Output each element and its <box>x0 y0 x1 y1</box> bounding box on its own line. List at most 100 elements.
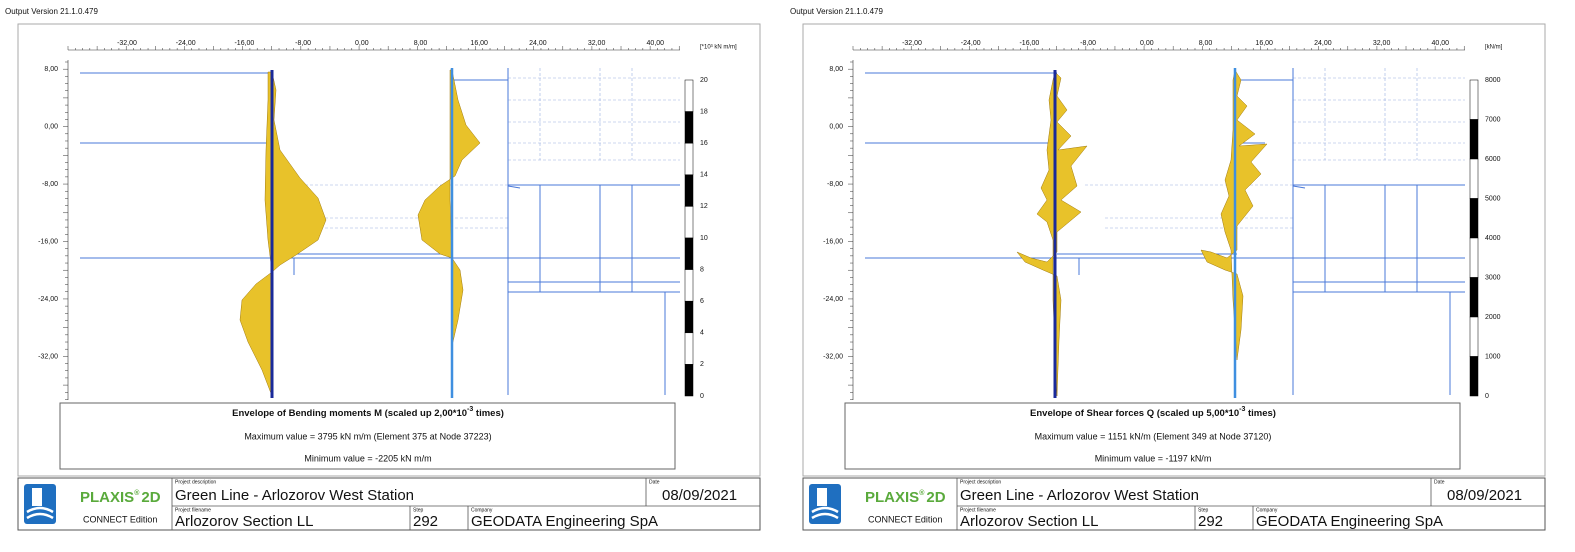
field-label: Project filename <box>960 507 996 513</box>
footer-box <box>802 477 1546 531</box>
legend-tick-label: 6000 <box>1485 156 1501 163</box>
field-value: Green Line - Arlozorov West Station <box>175 487 414 504</box>
field-value: Arlozorov Section LL <box>960 513 1098 530</box>
maximum-value: Maximum value = 3795 kN m/m (Element 375… <box>244 431 491 441</box>
x-tick-label: 0,00 <box>355 40 369 47</box>
x-tick-label: 40,00 <box>1432 40 1450 47</box>
brand-name: PLAXIS® 2D <box>80 489 161 506</box>
field-value: GEODATA Engineering SpA <box>1256 513 1443 530</box>
envelope-title: Envelope of Bending moments M (scaled up… <box>232 406 504 419</box>
x-tick-label: -8,00 <box>1080 40 1096 47</box>
legend-tick-label: 8000 <box>1485 77 1501 84</box>
brand-mark: ® <box>919 489 925 497</box>
x-tick-label: -24,00 <box>176 40 196 47</box>
legend-tick-label: 20 <box>700 77 708 84</box>
legend-segment <box>684 142 694 176</box>
legend-segment <box>1469 119 1479 160</box>
legend-segment <box>684 332 694 365</box>
x-tick-label: 24,00 <box>1314 40 1332 47</box>
field-value: 292 <box>413 513 438 530</box>
field-value: 292 <box>1198 513 1223 530</box>
logo-wave <box>811 506 839 520</box>
legend-segment <box>1469 277 1479 318</box>
force-envelope <box>417 69 481 347</box>
brand-mark: ® <box>134 489 140 497</box>
info-box <box>59 402 676 470</box>
y-tick-label: -24,00 <box>38 296 58 303</box>
field-label: Step <box>1198 507 1209 513</box>
field-label: Step <box>413 507 424 513</box>
x-tick-label: 32,00 <box>588 40 606 47</box>
legend-tick-label: 8 <box>700 266 704 273</box>
brand-edition: CONNECT Edition <box>83 514 157 524</box>
legend-segment <box>684 237 694 270</box>
x-tick-label: 40,00 <box>647 40 665 47</box>
title-suffix: times) <box>1245 408 1276 419</box>
x-tick-label: -32,00 <box>117 40 137 47</box>
x-tick-label: 8,00 <box>414 40 428 47</box>
title-exponent: -3 <box>1239 406 1245 413</box>
logo-building <box>817 488 827 506</box>
legend-tick-label: 6 <box>700 298 704 305</box>
legend-tick-label: 14 <box>700 172 708 179</box>
x-tick-label: -16,00 <box>234 40 254 47</box>
legend-segment <box>1469 198 1479 239</box>
legend-segment <box>1469 158 1479 199</box>
legend-tick-label: 5000 <box>1485 195 1501 202</box>
x-tick-label: -16,00 <box>1019 40 1039 47</box>
brand-text: PLAXIS <box>865 489 919 506</box>
logo-wave <box>26 506 54 520</box>
maximum-value: Maximum value = 1151 kN/m (Element 349 a… <box>1035 431 1272 441</box>
legend-tick-label: 2000 <box>1485 314 1501 321</box>
minimum-value: Minimum value = -2205 kN m/m <box>304 453 431 463</box>
minimum-value: Minimum value = -1197 kN/m <box>1095 453 1212 463</box>
field-label: Company <box>1256 507 1278 513</box>
legend-segment <box>684 364 694 397</box>
legend-tick-label: 18 <box>700 108 708 115</box>
field-label: Project description <box>960 479 1001 485</box>
y-tick-label: 0,00 <box>44 123 58 130</box>
title-suffix: times) <box>473 408 504 419</box>
legend-tick-label: 0 <box>1485 393 1489 400</box>
field-value: Green Line - Arlozorov West Station <box>960 487 1199 504</box>
plot-frame <box>802 23 1546 477</box>
field-label: Project filename <box>175 507 211 513</box>
legend-segment <box>684 300 694 334</box>
output-panel: Output Version 21.1.0.479 -32,00 -24,00 -16… <box>5 7 761 531</box>
x-tick-label: 8,00 <box>1199 40 1213 47</box>
x-tick-label: -32,00 <box>902 40 922 47</box>
legend-tick-label: 1000 <box>1485 353 1501 360</box>
y-tick-label: 0,00 <box>829 123 843 130</box>
legend-segment <box>684 269 694 302</box>
y-tick-label: 8,00 <box>44 66 58 73</box>
y-tick-label: -16,00 <box>823 238 843 245</box>
x-tick-label: 0,00 <box>1140 40 1154 47</box>
field-label: Project description <box>175 479 216 485</box>
legend-tick-label: 4 <box>700 330 704 337</box>
y-tick-label: -24,00 <box>823 296 843 303</box>
axis-unit: [kN/m] <box>1485 45 1503 51</box>
force-envelope <box>239 71 327 397</box>
field-value: 08/09/2021 <box>662 487 737 504</box>
field-label: Date <box>649 479 660 485</box>
output-panel: Output Version 21.1.0.479 -32,00 -24,00 -16… <box>790 7 1546 531</box>
legend-segment <box>1469 237 1479 278</box>
field-value: GEODATA Engineering SpA <box>471 513 658 530</box>
title-text: Envelope of Bending moments M (scaled up… <box>232 408 467 419</box>
legend-tick-label: 3000 <box>1485 274 1501 281</box>
legend-tick-label: 0 <box>700 393 704 400</box>
structure-line <box>507 185 521 189</box>
legend-tick-label: 4000 <box>1485 235 1501 242</box>
legend-segment <box>1469 316 1479 357</box>
y-tick-label: -32,00 <box>823 353 843 360</box>
x-tick-label: 16,00 <box>470 40 488 47</box>
legend-tick-label: 12 <box>700 203 708 210</box>
y-tick-label: -16,00 <box>38 238 58 245</box>
y-tick-label: -8,00 <box>827 181 843 188</box>
y-tick-label: -8,00 <box>42 181 58 188</box>
legend-segment <box>1469 356 1479 397</box>
x-tick-label: -24,00 <box>961 40 981 47</box>
field-label: Company <box>471 507 493 513</box>
legend-tick-label: 2 <box>700 361 704 368</box>
